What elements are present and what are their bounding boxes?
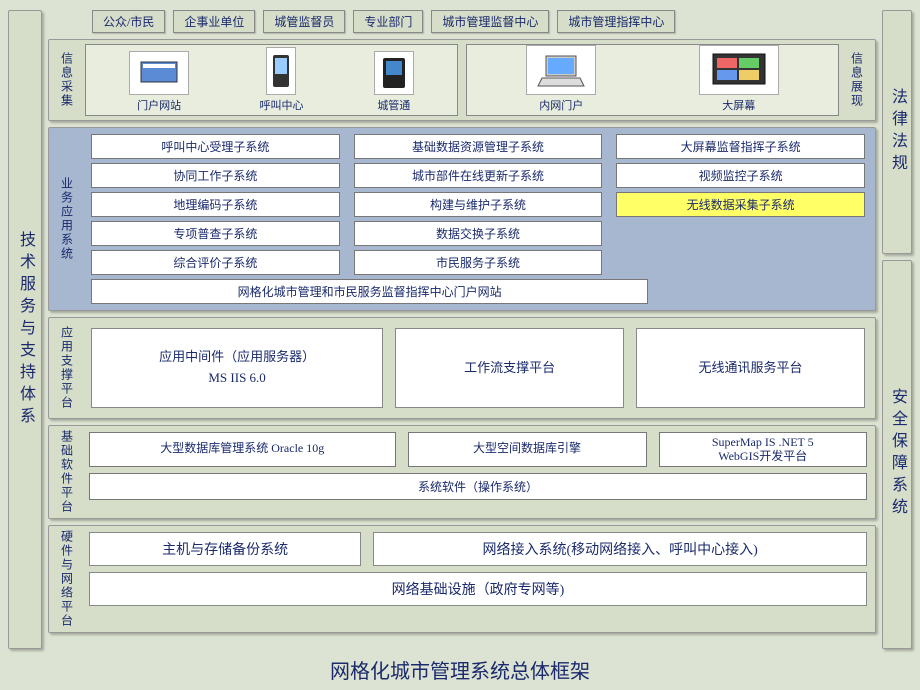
base-section: 基础软件平台 大型数据库管理系统 Oracle 10g 大型空间数据库引擎 Su… bbox=[48, 425, 876, 519]
base-row2: 系统软件（操作系统） bbox=[89, 473, 867, 500]
info-section: 信息采集 门户网站 呼叫中心 城管通 bbox=[48, 39, 876, 121]
biz-box: 数据交换子系统 bbox=[354, 221, 603, 246]
collect-item: 门户网站 bbox=[129, 51, 189, 113]
show-item: 内网门户 bbox=[526, 45, 596, 113]
diagram-canvas: 技术服务与支持体系 公众/市民 企事业单位 城管监督员 专业部门 城市管理监督中… bbox=[0, 0, 920, 690]
screen-icon bbox=[699, 45, 779, 95]
hw-row2: 网络基础设施（政府专网等) bbox=[89, 572, 867, 606]
biz-body: 呼叫中心受理子系统 协同工作子系统 地理编码子系统 专项普查子系统 综合评价子系… bbox=[85, 132, 871, 306]
base-box-supermap: SuperMap IS .NET 5 WebGIS开发平台 bbox=[659, 432, 868, 467]
diagram-title: 网格化城市管理系统总体框架 bbox=[8, 649, 912, 690]
base-box: 大型空间数据库引擎 bbox=[408, 432, 647, 467]
show-group: 内网门户 大屏幕 bbox=[466, 44, 839, 116]
base-row1: 大型数据库管理系统 Oracle 10g 大型空间数据库引擎 SuperMap … bbox=[89, 432, 867, 467]
tab: 专业部门 bbox=[353, 10, 423, 33]
right-bottom-label: 安全保障系统 bbox=[885, 388, 909, 520]
hw-body: 主机与存储备份系统 网络接入系统(移动网络接入、呼叫中心接入) 网络基础设施（政… bbox=[85, 530, 871, 628]
left-side-column: 技术服务与支持体系 bbox=[8, 10, 42, 649]
base-label: 基础软件平台 bbox=[53, 430, 81, 514]
info-content: 门户网站 呼叫中心 城管通 bbox=[85, 44, 839, 116]
right-top: 法律法规 bbox=[882, 10, 912, 254]
app-row: 应用中间件（应用服务器） MS IIS 6.0 工作流支撑平台 无线通讯服务平台 bbox=[85, 322, 871, 414]
biz-col-3: 大屏幕监督指挥子系统 视频监控子系统 无线数据采集子系统 bbox=[616, 134, 865, 275]
laptop-icon bbox=[526, 45, 596, 95]
caption: 大屏幕 bbox=[722, 97, 755, 113]
biz-section: 业务应用系统 呼叫中心受理子系统 协同工作子系统 地理编码子系统 专项普查子系统… bbox=[48, 127, 876, 311]
biz-box: 协同工作子系统 bbox=[91, 163, 340, 188]
biz-col-1: 呼叫中心受理子系统 协同工作子系统 地理编码子系统 专项普查子系统 综合评价子系… bbox=[91, 134, 340, 275]
show-item: 大屏幕 bbox=[699, 45, 779, 113]
biz-col-2: 基础数据资源管理子系统 城市部件在线更新子系统 构建与维护子系统 数据交换子系统… bbox=[354, 134, 603, 275]
web-icon bbox=[129, 51, 189, 95]
biz-box: 综合评价子系统 bbox=[91, 250, 340, 275]
collect-item: 呼叫中心 bbox=[259, 47, 303, 113]
tab: 城管监督员 bbox=[263, 10, 345, 33]
biz-grid: 呼叫中心受理子系统 协同工作子系统 地理编码子系统 专项普查子系统 综合评价子系… bbox=[91, 134, 865, 275]
base-box: 大型数据库管理系统 Oracle 10g bbox=[89, 432, 396, 467]
biz-box: 基础数据资源管理子系统 bbox=[354, 134, 603, 159]
right-side-column: 法律法规 安全保障系统 bbox=[882, 10, 912, 649]
tab: 城市管理监督中心 bbox=[431, 10, 549, 33]
right-top-label: 法律法规 bbox=[885, 88, 909, 176]
hw-box: 主机与存储备份系统 bbox=[89, 532, 361, 566]
line: WebGIS开发平台 bbox=[662, 449, 865, 463]
collect-item: 城管通 bbox=[374, 51, 414, 113]
hw-box: 网络接入系统(移动网络接入、呼叫中心接入) bbox=[373, 532, 867, 566]
center-column: 公众/市民 企事业单位 城管监督员 专业部门 城市管理监督中心 城市管理指挥中心… bbox=[48, 10, 876, 649]
hw-row1: 主机与存储备份系统 网络接入系统(移动网络接入、呼叫中心接入) bbox=[89, 532, 867, 566]
pda-icon bbox=[374, 51, 414, 95]
right-bottom: 安全保障系统 bbox=[882, 260, 912, 649]
biz-box-highlight: 无线数据采集子系统 bbox=[616, 192, 865, 217]
line: 应用中间件（应用服务器） bbox=[159, 347, 315, 368]
biz-box: 大屏幕监督指挥子系统 bbox=[616, 134, 865, 159]
tab: 公众/市民 bbox=[92, 10, 165, 33]
phone-icon bbox=[266, 47, 296, 95]
tab: 城市管理指挥中心 bbox=[557, 10, 675, 33]
line: SuperMap IS .NET 5 bbox=[662, 435, 865, 449]
tabs-row: 公众/市民 企事业单位 城管监督员 专业部门 城市管理监督中心 城市管理指挥中心 bbox=[92, 10, 876, 33]
biz-box: 视频监控子系统 bbox=[616, 163, 865, 188]
tab: 企事业单位 bbox=[173, 10, 255, 33]
caption: 城管通 bbox=[377, 97, 410, 113]
main-row: 技术服务与支持体系 公众/市民 企事业单位 城管监督员 专业部门 城市管理监督中… bbox=[8, 10, 912, 649]
caption: 门户网站 bbox=[137, 97, 181, 113]
hw-section: 硬件与网络平台 主机与存储备份系统 网络接入系统(移动网络接入、呼叫中心接入) … bbox=[48, 525, 876, 633]
biz-box: 城市部件在线更新子系统 bbox=[354, 163, 603, 188]
caption: 呼叫中心 bbox=[259, 97, 303, 113]
info-collect-label: 信息采集 bbox=[53, 44, 81, 116]
caption: 内网门户 bbox=[539, 97, 583, 113]
biz-label: 业务应用系统 bbox=[53, 132, 81, 306]
biz-box: 呼叫中心受理子系统 bbox=[91, 134, 340, 159]
line: MS IIS 6.0 bbox=[208, 368, 265, 389]
biz-box: 地理编码子系统 bbox=[91, 192, 340, 217]
app-section: 应用支撑平台 应用中间件（应用服务器） MS IIS 6.0 工作流支撑平台 无… bbox=[48, 317, 876, 419]
left-side-label: 技术服务与支持体系 bbox=[13, 231, 37, 429]
biz-box: 专项普查子系统 bbox=[91, 221, 340, 246]
app-box-workflow: 工作流支撑平台 bbox=[395, 328, 624, 408]
info-show-label: 信息展现 bbox=[843, 44, 871, 116]
app-box-wireless: 无线通讯服务平台 bbox=[636, 328, 865, 408]
collect-group: 门户网站 呼叫中心 城管通 bbox=[85, 44, 458, 116]
app-box-middleware: 应用中间件（应用服务器） MS IIS 6.0 bbox=[91, 328, 383, 408]
biz-box: 构建与维护子系统 bbox=[354, 192, 603, 217]
biz-wide-box: 网格化城市管理和市民服务监督指挥中心门户网站 bbox=[91, 279, 648, 304]
hw-label: 硬件与网络平台 bbox=[53, 530, 81, 628]
biz-box: 市民服务子系统 bbox=[354, 250, 603, 275]
base-body: 大型数据库管理系统 Oracle 10g 大型空间数据库引擎 SuperMap … bbox=[85, 430, 871, 514]
app-label: 应用支撑平台 bbox=[53, 322, 81, 414]
